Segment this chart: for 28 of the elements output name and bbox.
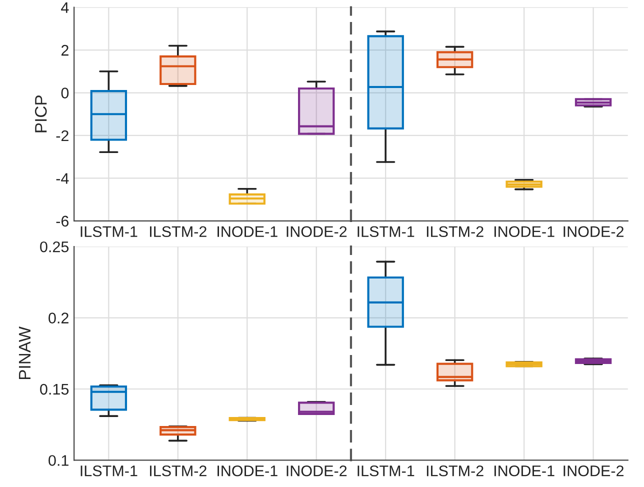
x-tick-label: ILSTM-2: [150, 465, 206, 476]
x-tick-label: INODE-1: [218, 226, 278, 238]
y-tick-label: -4: [56, 173, 69, 184]
x-tick-label: INODE-1: [494, 226, 554, 238]
x-tick-label: INODE-2: [564, 226, 624, 238]
x-tick-label: ILSTM-2: [150, 226, 206, 238]
x-tick-label: ILSTM-1: [80, 226, 138, 238]
y-tick-label: 4: [61, 2, 69, 13]
y-tick-label: 0.15: [40, 384, 69, 395]
x-tick-label: INODE-2: [286, 465, 347, 476]
y-tick-label: 0.2: [48, 312, 68, 324]
y-axis-title: PICP: [34, 96, 47, 132]
y-tick-label: 0.1: [48, 455, 68, 466]
x-tick-label: ILSTM-2: [426, 226, 484, 238]
x-tick-label: ILSTM-1: [358, 465, 414, 476]
x-tick-label: ILSTM-1: [80, 465, 138, 476]
y-tick-label: -6: [56, 216, 69, 227]
x-tick-label: INODE-1: [218, 465, 278, 476]
y-tick-label: 2: [61, 44, 68, 56]
x-tick-label: INODE-2: [286, 226, 347, 238]
y-axis-title: PINAW: [18, 326, 30, 380]
x-tick-label: ILSTM-2: [426, 465, 484, 476]
x-tick-label: ILSTM-1: [358, 226, 414, 238]
x-tick-label: INODE-2: [564, 465, 624, 476]
y-tick-label: 0: [61, 88, 69, 98]
x-tick-label: INODE-1: [494, 465, 554, 476]
y-tick-label: 0.25: [40, 241, 69, 252]
y-tick-label: -2: [56, 130, 68, 142]
